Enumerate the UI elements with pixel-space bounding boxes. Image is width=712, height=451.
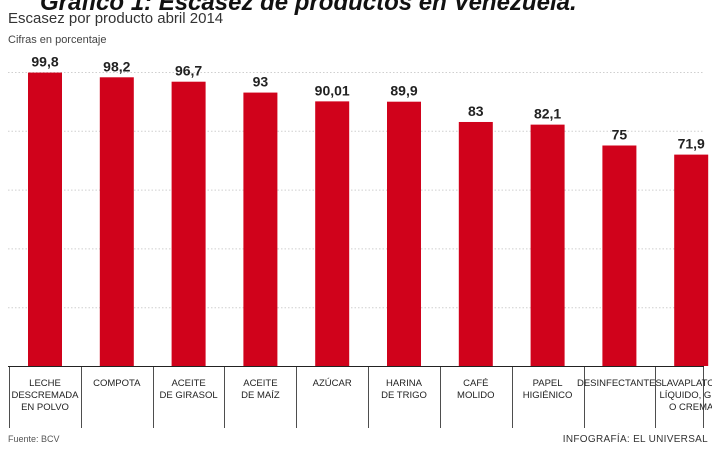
category-label-line: LAVAPLATOS	[661, 378, 712, 389]
category-label-line: LÍQUIDO, GEL	[660, 390, 712, 401]
bar	[28, 72, 62, 366]
category-label-line: MOLIDO	[457, 390, 494, 401]
value-label: 83	[468, 103, 484, 119]
category-label-line: EN POLVO	[21, 402, 69, 413]
category-label: ACEITE DE MAÍZ	[241, 378, 280, 401]
value-label: 93	[253, 74, 269, 90]
bars	[28, 72, 709, 367]
bar	[602, 145, 637, 366]
category-label: DESINFECTANTES	[577, 378, 662, 389]
category-label: CAFÉ MOLIDO	[457, 378, 494, 401]
category-label: LECHE DESCREMADA EN POLVO	[11, 378, 79, 413]
category-label-line: HARINA	[386, 378, 423, 389]
value-label: 99,8	[31, 54, 58, 70]
category-label-line: AZÚCAR	[313, 378, 352, 389]
bar	[171, 81, 206, 367]
bar	[243, 92, 278, 366]
bar	[674, 154, 709, 366]
value-labels: 99,8 98,2 96,7 93 90,01 89,9 83 82,1 75 71,9	[31, 54, 705, 152]
category-label-line: DESCREMADA	[11, 390, 79, 401]
value-label: 90,01	[315, 82, 350, 98]
bar	[458, 121, 493, 366]
category-label-line: DE TRIGO	[381, 390, 427, 401]
bar	[387, 101, 421, 366]
category-label-line: DE GIRASOL	[160, 390, 218, 401]
category-label-line: LECHE	[29, 378, 61, 389]
category-label-line: DESINFECTANTES	[577, 378, 662, 389]
category-label-line: CAFÉ	[463, 378, 488, 389]
category-label: HARINA DE TRIGO	[381, 378, 427, 401]
value-label: 89,9	[390, 83, 417, 99]
category-label-line: ACEITE	[171, 378, 205, 389]
source-note: Fuente: BCV	[8, 434, 60, 444]
value-label: 98,2	[103, 58, 130, 74]
y-axis-label: Cifras en porcentaje	[8, 34, 107, 46]
category-label-line: COMPOTA	[93, 378, 141, 389]
category-label-line: PAPEL	[533, 378, 563, 389]
infographic-credit: INFOGRAFÍA: EL UNIVERSAL	[562, 434, 708, 445]
chart-title: Escasez por producto abril 2014	[8, 10, 224, 27]
bar	[99, 77, 134, 367]
value-label: 82,1	[534, 106, 561, 122]
category-label-line: HIGIÉNICO	[523, 390, 573, 401]
category-label-line: O CREMA	[669, 402, 712, 413]
category-label: LAVAPLATOSLÍQUIDO, GELO CREMA	[660, 378, 712, 413]
value-label: 96,7	[175, 63, 202, 79]
category-label: COMPOTA	[93, 378, 141, 389]
value-label: 71,9	[678, 136, 705, 152]
bar	[530, 124, 565, 366]
category-label-line: DE MAÍZ	[241, 390, 280, 401]
x-axis	[8, 366, 704, 428]
bar	[315, 101, 350, 366]
category-label-line: ACEITE	[243, 378, 277, 389]
figure-caption: Gráfico 1: Escasez de productos en Venez…	[40, 0, 577, 16]
category-label: PAPEL HIGIÉNICO	[523, 378, 573, 401]
value-label: 75	[612, 127, 628, 143]
category-label: AZÚCAR	[313, 378, 352, 389]
category-label: ACEITE DE GIRASOL	[160, 378, 218, 401]
